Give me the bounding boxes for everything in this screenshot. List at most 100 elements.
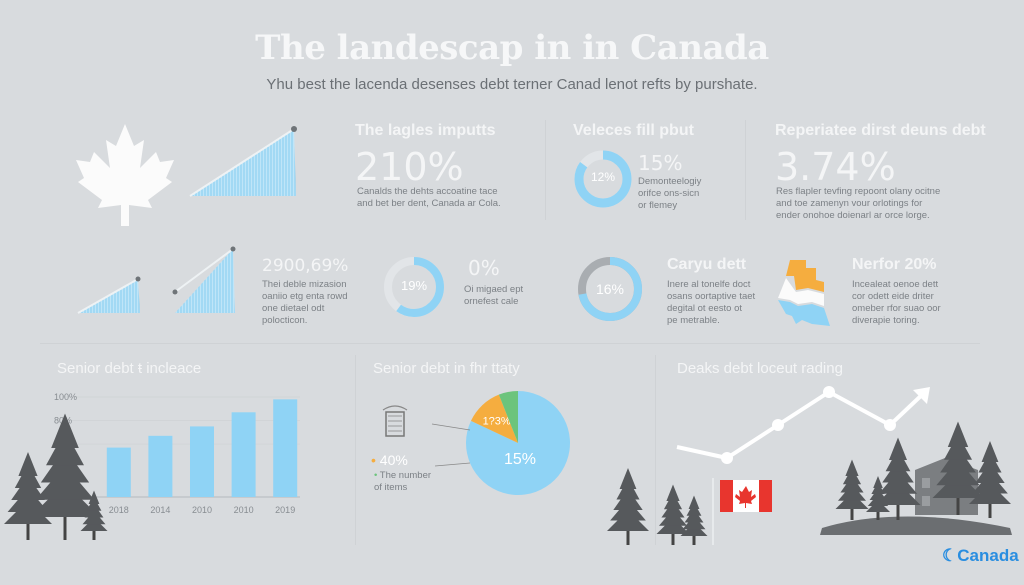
tree-trunk bbox=[63, 511, 67, 540]
tree-layer bbox=[18, 452, 38, 476]
pie-label: 15% bbox=[504, 451, 536, 468]
stat-value: 2900,69% bbox=[262, 256, 349, 276]
tree-trunk bbox=[988, 500, 992, 518]
page-subtitle: Yhu best the lacenda desenses debt terne… bbox=[266, 76, 758, 93]
donut-fill bbox=[574, 150, 632, 208]
pine-tree-icon bbox=[875, 437, 921, 520]
pine-tree-icon bbox=[680, 495, 708, 545]
pine-tree-icon bbox=[607, 468, 649, 545]
tree-trunk bbox=[92, 528, 96, 540]
tree-layer bbox=[981, 441, 999, 462]
stat-desc: Demonteelogiy orifce ons-sicn or flemey bbox=[638, 176, 702, 211]
stat-desc: Thei deble mizasion oaniio etg enta rowd o… bbox=[262, 279, 348, 326]
stat-desc: Incealeat oenoe dett cor odett eide drite… bbox=[852, 279, 941, 326]
x-tick-label: 2014 bbox=[150, 505, 170, 515]
stat-heading: Veleces fill pbut bbox=[573, 122, 694, 139]
donut-label: 19% bbox=[400, 278, 428, 293]
tree-trunk bbox=[876, 510, 880, 520]
tree-layer bbox=[88, 490, 100, 504]
stat-desc: Res flapler tevfing repoont olany ocitne… bbox=[776, 186, 941, 221]
tree-layer bbox=[688, 495, 700, 509]
pine-tree-icon bbox=[932, 421, 984, 515]
trend-point bbox=[291, 126, 297, 132]
logo-icon: ☾ bbox=[942, 546, 958, 565]
pie-slice bbox=[470, 394, 518, 443]
pine-tree-icon bbox=[969, 441, 1011, 518]
tree-layer bbox=[619, 468, 637, 489]
tree-trunk bbox=[692, 533, 696, 545]
tree-layer bbox=[889, 437, 907, 460]
tree-layer bbox=[947, 421, 969, 447]
leader-line bbox=[431, 423, 471, 431]
stat-heading: The lagles imputts bbox=[355, 122, 496, 139]
pie-legend-value: • 40% bbox=[371, 452, 408, 468]
stat-heading: Caryu dett bbox=[667, 256, 747, 273]
stat-value: 3.74% bbox=[775, 145, 896, 189]
trend-line bbox=[174, 248, 234, 293]
canada-flag-icon bbox=[712, 478, 772, 545]
stat-desc: Oi migaed ept ornefest cale bbox=[464, 284, 524, 307]
donut-fill bbox=[578, 257, 642, 321]
stacked-layers-icon bbox=[778, 260, 830, 326]
pie-label: 1?3% bbox=[483, 415, 511, 427]
bar-chart-title: Senior debt ŧ incleace bbox=[57, 360, 202, 377]
tree-trunk bbox=[26, 520, 30, 540]
trend-point bbox=[135, 276, 141, 282]
x-tick-label: 2018 bbox=[109, 505, 129, 515]
trend-line bbox=[77, 278, 139, 314]
tree-trunk bbox=[956, 493, 960, 515]
line-point bbox=[772, 419, 784, 431]
donut-chart-12 bbox=[574, 150, 632, 208]
divider bbox=[545, 120, 546, 220]
tree-trunk bbox=[626, 527, 630, 545]
stat-value: 210% bbox=[355, 145, 464, 189]
tree-layer bbox=[873, 476, 883, 488]
line-point bbox=[823, 386, 835, 398]
line-series bbox=[676, 390, 927, 460]
tree-layer bbox=[845, 459, 859, 476]
bar bbox=[148, 435, 173, 497]
stat-value: 0% bbox=[468, 256, 500, 280]
divider bbox=[745, 120, 746, 220]
x-tick-label: 2010 bbox=[234, 505, 254, 515]
tree-trunk bbox=[896, 501, 900, 520]
trend-line bbox=[189, 128, 295, 197]
donut-chart-19 bbox=[384, 257, 444, 317]
trend-triangle bbox=[175, 249, 235, 313]
donut-label: 12% bbox=[590, 170, 616, 184]
pine-tree-icon bbox=[835, 459, 869, 520]
tree-layer bbox=[666, 484, 680, 501]
x-tick-label: 2019 bbox=[275, 505, 295, 515]
line-point bbox=[721, 452, 733, 464]
tree-layer bbox=[51, 413, 79, 448]
leader-line bbox=[434, 462, 471, 467]
stat-desc: Inere al tonelfe doct osans oortaptive ta… bbox=[667, 279, 756, 326]
pine-tree-icon bbox=[4, 452, 52, 540]
bar bbox=[231, 412, 256, 497]
line-point bbox=[884, 419, 896, 431]
donut-chart-16 bbox=[578, 257, 642, 321]
monument-icon bbox=[382, 405, 408, 437]
hill bbox=[820, 516, 1012, 535]
y-tick-label: 100% bbox=[54, 392, 77, 402]
tree-trunk bbox=[850, 506, 854, 520]
arrow-head-icon bbox=[913, 387, 930, 404]
divider bbox=[355, 355, 356, 545]
donut-label: 16% bbox=[595, 281, 625, 297]
stat-value: 15% bbox=[638, 151, 683, 175]
tree-trunk bbox=[671, 531, 675, 545]
bar bbox=[190, 426, 214, 497]
canada-logo: ☾Canada bbox=[942, 546, 1019, 565]
stat-heading: Reperiatee dirst deuns debt bbox=[775, 122, 986, 139]
divider bbox=[40, 343, 980, 344]
line-chart-title: Deaks debt loceut rading bbox=[677, 360, 843, 377]
donut-fill bbox=[384, 257, 444, 317]
pie-legend-text: • The number of items bbox=[374, 470, 432, 493]
trend-point bbox=[172, 289, 178, 295]
pie-slice bbox=[466, 391, 571, 495]
